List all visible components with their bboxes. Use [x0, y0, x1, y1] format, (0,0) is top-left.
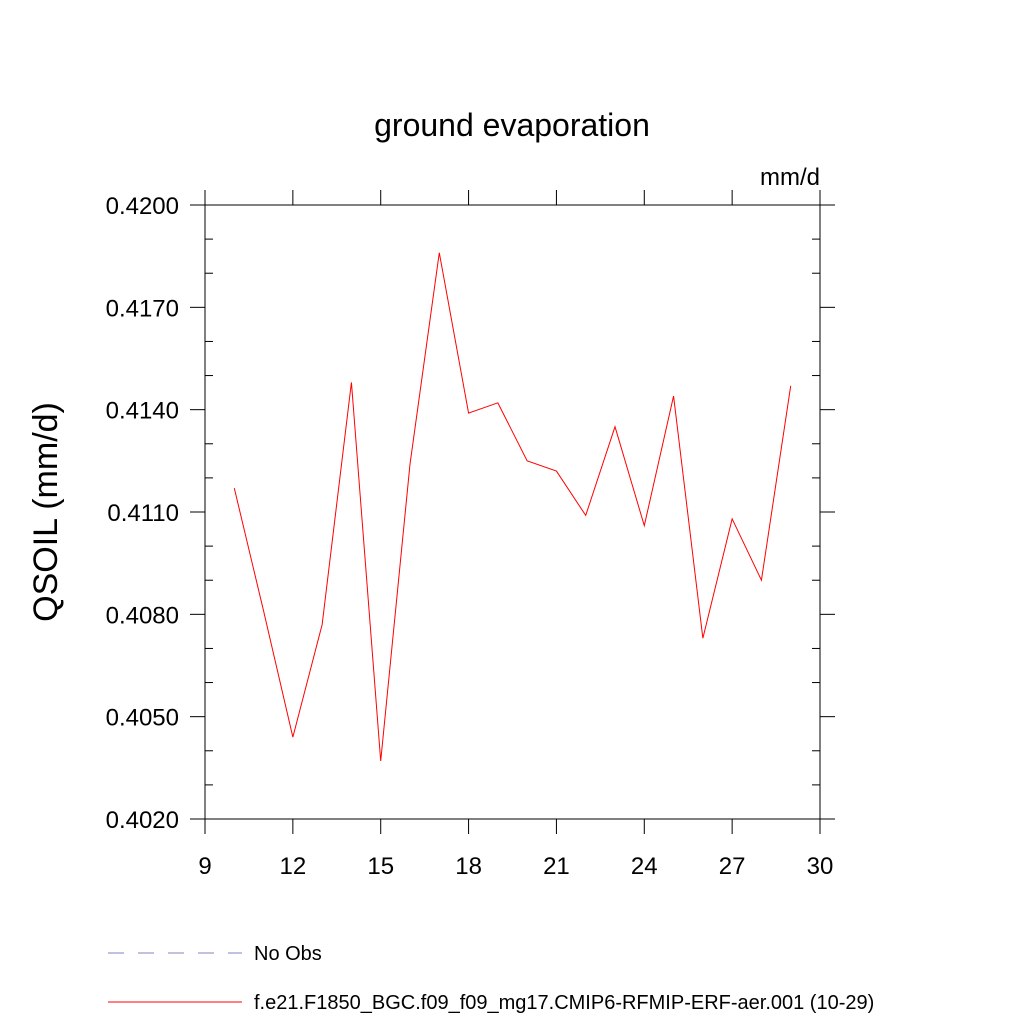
x-tick-label: 12: [280, 853, 307, 880]
x-tick-label: 30: [807, 853, 834, 880]
x-tick-label: 27: [719, 853, 746, 880]
legend-label-no-obs: No Obs: [254, 943, 322, 965]
y-tick-label: 0.4050: [106, 705, 179, 732]
minor-ticks: [205, 238, 820, 786]
units-label: mm/d: [760, 164, 820, 191]
y-tick-label: 0.4020: [106, 807, 179, 834]
legend-label-series: f.e21.F1850_BGC.f09_f09_mg17.CMIP6-RFMIP…: [254, 992, 874, 1014]
series-line: [233, 252, 792, 762]
y-tick-labels: 0.4020 0.4050 0.4080 0.4110 0.4140 0.4170 0.42…: [106, 193, 179, 834]
y-tick-label: 0.4080: [106, 602, 179, 629]
major-ticks: [190, 190, 835, 834]
x-tick-label: 18: [455, 853, 482, 880]
y-tick-label: 0.4110: [107, 500, 179, 527]
x-tick-label: 21: [543, 853, 570, 880]
plot-frame: [204, 204, 821, 820]
series-layer: [233, 252, 792, 762]
y-axis-label: QSOIL (mm/d): [27, 402, 65, 622]
legend: No Obs f.e21.F1850_BGC.f09_f09_mg17.CMIP…: [108, 943, 874, 1014]
chart-title: ground evaporation: [374, 107, 650, 143]
y-tick-label: 0.4200: [106, 193, 179, 220]
y-tick-label: 0.4140: [106, 398, 179, 425]
y-tick-label: 0.4170: [106, 295, 179, 322]
x-tick-labels: 9 12 15 18 21 24 27 30: [198, 853, 833, 880]
x-tick-label: 24: [631, 853, 658, 880]
x-tick-label: 9: [198, 853, 211, 880]
x-tick-label: 15: [367, 853, 394, 880]
